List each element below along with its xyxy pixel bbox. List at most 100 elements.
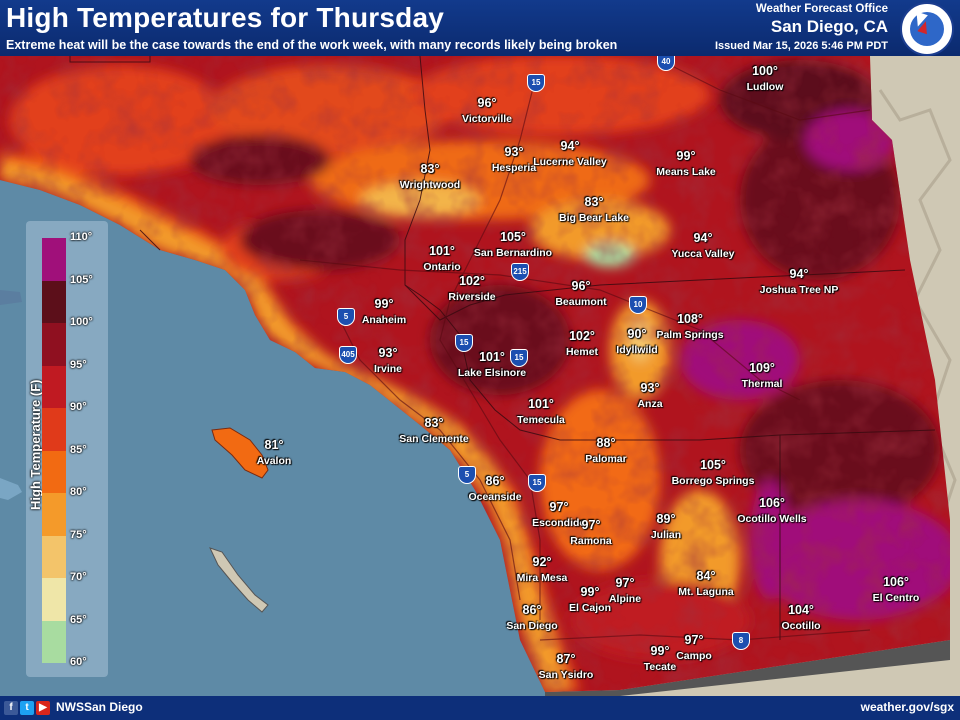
county-borders [69,55,936,640]
office-city: San Diego, CA [770,17,888,36]
social-icons: f t ▶ [4,701,50,715]
temperature-value: 102° [459,274,485,288]
legend-tick-label: 100° [70,316,93,328]
legend-swatch [42,280,66,323]
footer-bar: f t ▶ NWSSan Diego weather.gov/sgx [0,696,960,720]
road-network [299,59,871,641]
temperature-value: 96° [477,96,497,110]
temperature-value: 97° [549,500,569,514]
temperature-value: 81° [264,438,284,452]
san-clemente-island [209,547,269,613]
temperature-value: 99° [676,149,696,163]
place-name: Alpine [608,593,642,605]
temperature-value: 108° [677,312,703,326]
place-name: Lake Elsinore [457,367,527,379]
legend-swatch [42,365,66,408]
page-subtitle: Extreme heat will be the case towards th… [6,38,618,52]
legend-panel [26,221,108,677]
place-name: Borrego Springs [671,475,755,487]
place-name: Palomar [585,453,627,465]
legend-swatch [42,620,66,663]
place-name: San Bernardino [473,247,553,259]
legend-swatch [42,450,66,493]
interstate-shield: 10 [629,296,647,314]
temperature-value: 99° [374,297,394,311]
temperature-value: 93° [640,381,660,395]
temperature-value: 86° [485,474,505,488]
legend-swatch [42,493,66,536]
legend-swatch [42,238,66,281]
place-name: Thermal [741,378,783,390]
place-name: Hemet [565,346,599,358]
social-handle[interactable]: NWSSan Diego [56,700,143,714]
interstate-shield: 15 [528,474,546,492]
temperature-value: 101° [429,244,455,258]
place-name: Lucerne Valley [533,156,607,168]
mexico-border-shading [545,640,950,696]
place-name: Joshua Tree NP [759,284,839,296]
temperature-value: 104° [788,603,814,617]
place-name: Anaheim [361,314,407,326]
place-name: El Cajon [568,602,612,614]
temperature-value: 93° [504,145,524,159]
place-name: Escondido [532,517,586,529]
place-name: Ontario [423,261,461,273]
temperature-value: 94° [560,139,580,153]
twitter-icon[interactable]: t [20,701,34,715]
place-name: Riverside [448,291,496,303]
place-name: Ramona [570,535,612,547]
place-name: Campo [676,650,712,662]
temperature-value: 105° [700,458,726,472]
legend-tick-label: 95° [70,358,87,371]
youtube-icon[interactable]: ▶ [36,701,50,715]
place-name: San Clemente [399,433,469,445]
temperature-value: 83° [584,195,604,209]
legend-title: High Temperature (F) [28,379,43,511]
legend-tick-label: 65° [70,613,87,626]
place-name: Big Bear Lake [558,212,630,224]
legend-tick-label: 110° [70,231,93,243]
website-link[interactable]: weather.gov/sgx [860,700,954,714]
legend-tick-label: 85° [70,443,87,456]
temperature-value: 92° [532,555,552,569]
place-name: Victorville [462,113,512,125]
temperature-value: 94° [693,231,713,245]
place-name: Wrightwood [399,179,461,191]
temperature-value: 100° [752,64,778,78]
nws-logo-icon [900,2,954,56]
place-name: Beaumont [555,296,607,308]
legend-tick-label: 75° [70,528,87,541]
temperature-value: 94° [789,267,809,281]
page-title: High Temperatures for Thursday [6,2,445,33]
legend-tick-label: 70° [70,571,87,583]
temperature-value: 106° [883,575,909,589]
place-name: Idyllwild [616,344,658,356]
place-name: Oceanside [468,491,522,503]
legend-swatch [42,578,66,621]
place-name: Ocotillo Wells [737,513,807,525]
place-name: Ludlow [746,81,784,93]
temperature-value: 89° [656,512,676,526]
temperature-value: 102° [569,329,595,343]
temperature-value: 87° [556,652,576,666]
temperature-value: 97° [581,518,601,532]
interstate-shield: 5 [458,466,476,484]
place-name: Mira Mesa [516,572,568,584]
place-name: Avalon [256,455,292,467]
place-name: San Diego [506,620,558,632]
interstate-shield: 15 [527,74,545,92]
place-name: Tecate [643,661,677,673]
header-bar: High Temperatures for Thursday Extreme h… [0,0,960,56]
offshore-island-north [0,290,22,305]
place-name: Irvine [373,363,403,375]
temperature-value: 93° [378,346,398,360]
issued-timestamp: Issued Mar 15, 2026 5:46 PM PDT [714,40,888,52]
legend-tick-label: 60° [70,656,87,668]
place-name: Julian [650,529,682,541]
facebook-icon[interactable]: f [4,701,18,715]
temperature-value: 101° [479,350,505,364]
temperature-value: 99° [650,644,670,658]
offshore-island [0,478,22,500]
interstate-shield: 215 [511,263,529,281]
place-name: Hesperia [491,162,537,174]
